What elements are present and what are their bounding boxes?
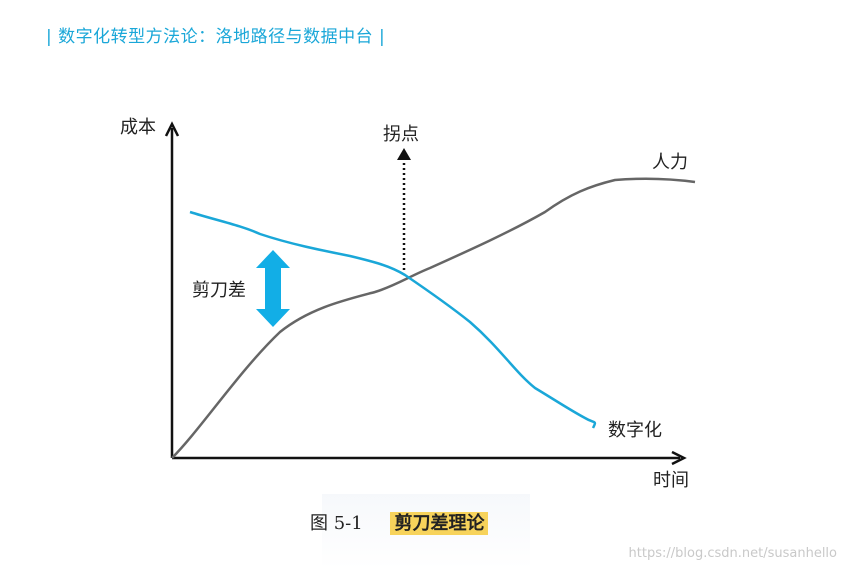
inflection-arrowhead [397,148,411,160]
figure-number: 图 5-1 [310,513,363,534]
x-axis-arrowhead [671,450,687,466]
x-axis-label: 时间 [653,470,689,491]
digital-curve-label: 数字化 [608,420,662,441]
y-axis-arrowhead [164,121,180,137]
digital-cost-curve [189,210,597,429]
scissors-gap-label: 剪刀差 [192,280,246,301]
figure-title: 剪刀差理论 [390,512,489,535]
human-curve-label: 人力 [652,152,688,173]
human-cost-curve [171,177,696,459]
inflection-label: 拐点 [383,124,419,145]
figure-caption: 图 5-1 剪刀差理论 [310,509,489,535]
book-header: | 数字化转型方法论：洛地路径与数据中台 | [46,27,386,47]
source-watermark: https://blog.csdn.net/susanhello [628,546,837,561]
y-axis-label: 成本 [120,117,156,138]
scissors-gap-double-arrow [256,250,290,327]
